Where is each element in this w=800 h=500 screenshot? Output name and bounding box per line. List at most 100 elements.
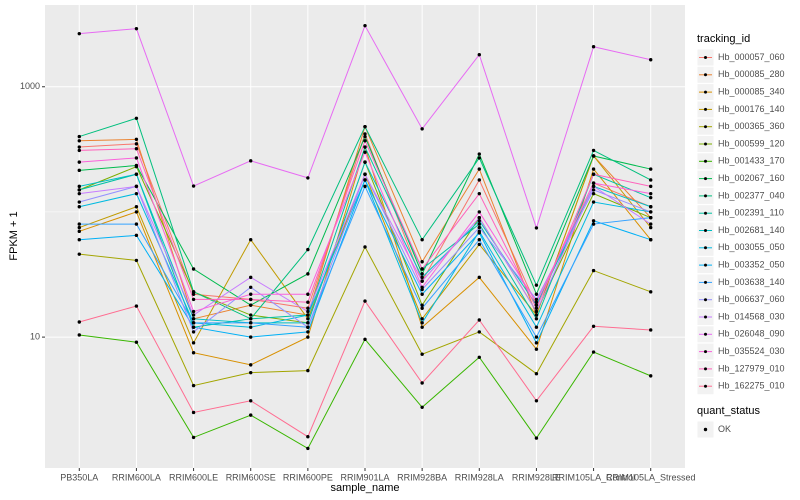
data-point — [306, 330, 310, 334]
data-point — [477, 215, 481, 220]
data-point — [306, 309, 310, 314]
data-point — [77, 252, 81, 256]
data-point — [649, 374, 653, 378]
data-point — [649, 328, 653, 332]
data-point — [534, 226, 539, 230]
data-point — [534, 399, 539, 403]
data-point — [249, 303, 253, 307]
legend-label: Hb_000176_140 — [718, 104, 785, 114]
data-point — [134, 137, 139, 142]
data-point — [191, 435, 196, 440]
data-point — [249, 325, 253, 329]
legend-label: Hb_035524_030 — [718, 346, 785, 356]
data-point — [249, 313, 253, 317]
legend-swatch — [704, 56, 707, 59]
data-point — [249, 335, 253, 339]
data-point — [477, 225, 481, 230]
data-point — [306, 272, 310, 276]
data-point — [249, 363, 253, 367]
data-point — [249, 413, 253, 417]
legend-label: Hb_000085_340 — [718, 86, 785, 96]
legend-swatch — [704, 142, 707, 146]
data-point — [249, 159, 253, 163]
data-point — [534, 341, 539, 345]
data-point — [477, 178, 481, 182]
data-point — [191, 292, 196, 296]
data-point — [249, 238, 253, 242]
data-point — [134, 340, 139, 344]
data-point — [134, 147, 139, 151]
x-axis-title: sample_name — [330, 482, 399, 494]
data-point — [249, 292, 253, 296]
data-point — [534, 317, 539, 321]
data-point — [420, 325, 424, 329]
data-point — [306, 317, 310, 321]
legend-swatch — [704, 73, 707, 77]
legend-title: quant_status — [697, 405, 760, 417]
data-point — [191, 309, 196, 314]
data-point — [306, 335, 310, 339]
data-point — [306, 292, 310, 296]
data-point — [420, 267, 424, 271]
legend-label: Hb_000365_360 — [718, 121, 785, 131]
data-point — [134, 205, 139, 209]
legend-title: tracking_id — [697, 33, 750, 45]
data-point — [591, 188, 596, 192]
legend-swatch — [704, 332, 707, 336]
data-point — [363, 145, 367, 149]
data-point — [420, 321, 424, 325]
data-point — [477, 152, 481, 156]
data-point — [134, 163, 139, 168]
data-point — [77, 184, 81, 189]
data-point — [591, 268, 596, 273]
data-point — [477, 242, 481, 247]
data-point — [649, 184, 653, 189]
data-point — [591, 167, 596, 171]
data-point — [363, 160, 367, 164]
data-point — [77, 191, 81, 196]
x-tick-label: PB350LA — [60, 472, 98, 482]
x-tick-label: RRIM928BA — [397, 472, 447, 482]
data-point — [134, 222, 139, 226]
data-point — [306, 176, 310, 180]
data-point — [420, 352, 424, 356]
data-point — [534, 372, 539, 376]
data-point — [306, 435, 310, 439]
data-point — [306, 306, 310, 310]
x-tick-label: RRIM600SE — [226, 472, 276, 482]
legend-label: Hb_000057_060 — [718, 52, 785, 62]
data-point — [191, 330, 196, 334]
legend-label: OK — [718, 424, 731, 434]
data-point — [534, 303, 539, 307]
data-point — [591, 324, 596, 328]
data-point — [191, 410, 196, 415]
legend-label: Hb_162275_010 — [718, 381, 785, 391]
data-point — [649, 58, 653, 62]
legend-swatch — [704, 159, 707, 163]
data-point — [77, 229, 81, 234]
data-point — [534, 436, 539, 440]
legend-swatch — [704, 298, 707, 302]
data-point — [363, 184, 367, 189]
data-point — [591, 172, 596, 176]
data-point — [191, 351, 196, 355]
y-axis-title: FPKM + 1 — [8, 211, 20, 260]
data-point — [477, 238, 481, 242]
data-point — [77, 160, 81, 164]
data-point — [249, 370, 253, 375]
data-point — [420, 279, 424, 283]
legend-swatch — [704, 280, 707, 284]
data-point — [420, 292, 424, 296]
data-point — [77, 134, 81, 139]
legend-label: Hb_000599_120 — [718, 138, 785, 148]
data-point — [134, 184, 139, 189]
data-point — [363, 132, 367, 136]
legend-label: Hb_003352_050 — [718, 259, 785, 269]
data-point — [249, 321, 253, 325]
data-point — [477, 222, 481, 226]
data-point — [420, 306, 424, 310]
x-tick-label: RRIM901LA — [340, 472, 389, 482]
data-point — [77, 222, 81, 226]
legend-swatch — [704, 246, 707, 250]
